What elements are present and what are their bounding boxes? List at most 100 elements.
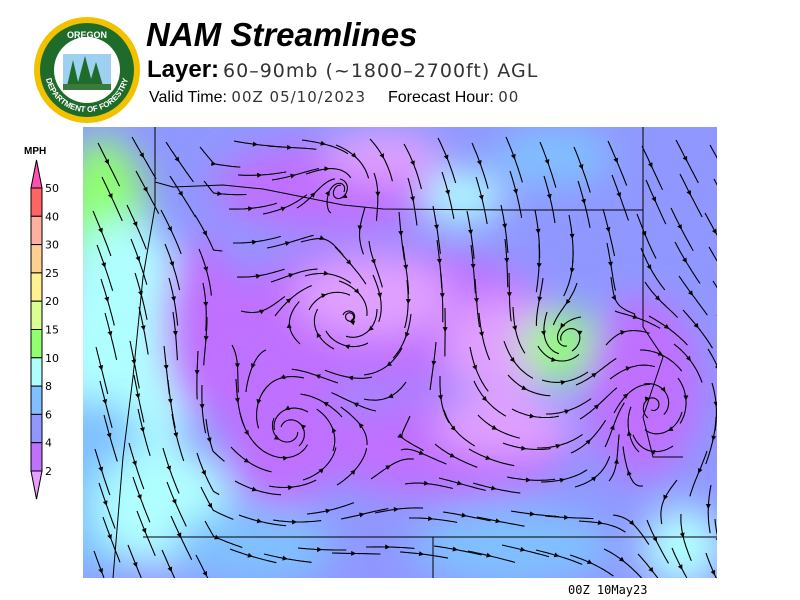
streamline-arrow	[569, 267, 575, 274]
streamline	[573, 146, 591, 193]
streamline	[644, 281, 679, 318]
streamline	[632, 434, 674, 453]
streamline-arrow	[201, 470, 206, 476]
streamline	[233, 235, 281, 244]
streamline-arrow	[107, 330, 113, 337]
streamline	[512, 306, 526, 354]
streamline	[608, 434, 620, 482]
streamline	[570, 419, 607, 454]
streamline-arrow	[581, 198, 586, 205]
streamline-arrow	[344, 344, 351, 350]
streamline	[369, 138, 393, 182]
streamline-arrow	[102, 398, 108, 405]
colorbar-bin	[30, 442, 43, 472]
streamline-arrow	[377, 292, 383, 298]
streamline-arrow	[353, 402, 359, 408]
streamline-arrow	[142, 186, 148, 193]
streamline	[358, 206, 366, 255]
streamline-arrow	[349, 320, 356, 326]
streamline-arrow	[385, 465, 391, 470]
streamline	[342, 310, 356, 322]
streamline	[94, 448, 111, 496]
streamline	[708, 246, 717, 262]
streamline	[546, 398, 592, 415]
streamline-arrow	[710, 569, 716, 576]
streamline	[100, 278, 115, 326]
streamline-arrow	[98, 466, 104, 473]
colorbar-under-arrow	[30, 470, 43, 500]
streamline-arrow	[418, 450, 425, 455]
streamline-arrow	[252, 141, 258, 147]
streamline-arrow	[591, 372, 597, 378]
streamline-arrow	[318, 468, 324, 474]
streamline-arrow	[646, 264, 652, 270]
streamline-arrow	[551, 357, 557, 363]
streamline	[392, 313, 412, 359]
streamline	[437, 137, 457, 184]
streamline-arrow	[560, 380, 566, 385]
streamline-arrow	[358, 422, 364, 429]
streamline	[535, 277, 544, 326]
streamline-arrow	[310, 192, 316, 198]
streamline-arrow	[625, 366, 632, 372]
streamline-arrow	[433, 224, 439, 230]
streamline-arrow	[203, 335, 209, 342]
streamline	[469, 346, 489, 392]
streamline-arrow	[398, 230, 404, 237]
streamline-arrow	[452, 546, 458, 552]
streamline	[274, 285, 313, 317]
streamline	[611, 174, 630, 221]
streamline-arrow	[139, 152, 144, 159]
streamline	[474, 278, 481, 328]
streamline	[503, 340, 534, 379]
streamline-arrow	[663, 324, 670, 330]
streamline	[228, 202, 277, 210]
forecast-hour-value: 00	[498, 88, 520, 106]
streamline-arrow	[632, 314, 639, 319]
streamline-arrow	[131, 359, 137, 365]
streamline-arrow	[540, 330, 546, 336]
streamline-arrow	[537, 296, 543, 302]
streamline-arrow	[178, 190, 183, 197]
streamline	[640, 247, 666, 291]
streamline-map	[83, 127, 717, 578]
streamline-arrow	[140, 325, 146, 331]
streamline-arrow	[504, 258, 510, 264]
streamline-arrow	[284, 241, 291, 246]
streamline-arrow	[622, 393, 629, 399]
streamline-arrow	[626, 470, 632, 476]
streamline	[563, 249, 574, 297]
streamline-arrow	[214, 534, 220, 540]
streamline-arrow	[359, 512, 365, 518]
streamline	[673, 343, 703, 383]
streamline-arrow	[616, 192, 622, 198]
streamline-arrow	[629, 519, 635, 526]
streamline-arrow	[449, 452, 456, 458]
streamline-arrow	[553, 552, 560, 558]
layer-value: 60–90mb (~1800–2700ft) AGL	[223, 60, 539, 82]
streamline	[136, 510, 156, 557]
streamline-arrow	[476, 159, 482, 166]
streamline	[574, 456, 611, 488]
streamline	[399, 551, 449, 559]
streamline	[230, 446, 272, 473]
streamline	[643, 383, 670, 415]
streamline	[264, 444, 308, 459]
streamline	[429, 341, 437, 391]
streamline-arrow	[375, 191, 381, 197]
streamline-arrow	[461, 512, 467, 518]
colorbar-tick-label: 20	[45, 295, 59, 308]
streamline-arrow	[387, 393, 394, 399]
streamline	[205, 418, 225, 462]
streamline-arrow	[194, 370, 200, 376]
streamline	[262, 194, 308, 215]
streamline	[404, 482, 454, 490]
valid-time-label: Valid Time:	[149, 89, 227, 106]
streamline-arrow	[346, 259, 352, 265]
streamline	[644, 411, 683, 435]
streamline	[438, 477, 486, 492]
streamline	[610, 276, 636, 315]
streamline	[203, 180, 247, 196]
streamline-arrow	[586, 559, 593, 564]
streamline	[302, 447, 337, 481]
